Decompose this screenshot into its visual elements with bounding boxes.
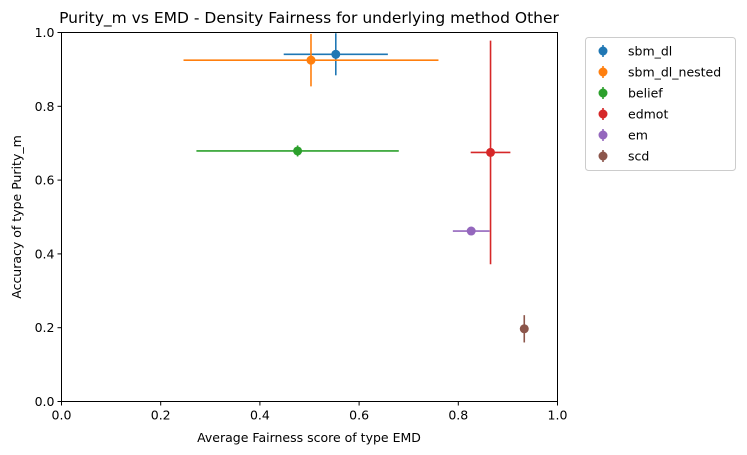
chart-title: Purity_m vs EMD - Density Fairness for u… — [59, 9, 559, 28]
legend-item-edmot: edmot — [598, 107, 668, 122]
series-sbm_dl_nested — [183, 33, 439, 87]
series-edmot — [470, 40, 511, 265]
y-axis: 0.0 0.2 0.4 0.6 0.8 1.0 — [35, 25, 62, 409]
legend-item-em: em — [598, 128, 648, 143]
legend-marker — [598, 88, 608, 98]
legend-label: belief — [628, 86, 663, 101]
legend-item-sbm_dl: sbm_dl — [598, 44, 672, 59]
x-tick-label: 0.4 — [250, 408, 270, 423]
legend-marker — [598, 130, 608, 140]
data-point — [306, 55, 316, 65]
x-tick-label: 1.0 — [548, 408, 568, 423]
legend-marker — [598, 46, 608, 56]
legend-item-sbm_dl_nested: sbm_dl_nested — [598, 65, 721, 80]
legend-item-scd: scd — [598, 149, 649, 164]
legend-label: scd — [628, 149, 649, 164]
x-tick-label: 0.0 — [52, 408, 72, 423]
data-point — [331, 49, 341, 59]
series-scd — [519, 315, 529, 343]
data-point — [293, 146, 303, 156]
legend-label: sbm_dl_nested — [628, 65, 721, 80]
legend-label: sbm_dl — [628, 44, 672, 59]
legend-label: edmot — [628, 107, 668, 122]
data-point — [519, 324, 529, 334]
legend-marker — [598, 67, 608, 77]
series-belief — [196, 145, 399, 157]
y-tick-label: 0.0 — [35, 394, 55, 409]
legend-frame — [585, 37, 736, 171]
plot-area — [183, 33, 529, 343]
x-tick-label: 0.8 — [448, 408, 468, 423]
legend-marker — [598, 109, 608, 119]
legend-label: em — [628, 128, 648, 143]
data-point — [466, 226, 476, 236]
x-axis-label: Average Fairness score of type EMD — [197, 430, 421, 445]
x-tick-label: 0.6 — [349, 408, 369, 423]
series-sbm_dl — [283, 33, 388, 76]
x-axis: 0.0 0.2 0.4 0.6 0.8 1.0 — [52, 401, 568, 423]
x-tick-label: 0.2 — [151, 408, 171, 423]
y-tick-label: 1.0 — [35, 25, 55, 40]
y-tick-label: 0.6 — [35, 173, 55, 188]
y-axis-label: Accuracy of type Purity_m — [9, 135, 24, 299]
legend-item-belief: belief — [598, 86, 663, 101]
axes-frame — [61, 32, 558, 402]
series-em — [452, 226, 490, 236]
y-tick-label: 0.8 — [35, 99, 55, 114]
y-tick-label: 0.4 — [35, 246, 55, 261]
y-tick-label: 0.2 — [35, 320, 55, 335]
legend-marker — [598, 151, 608, 161]
data-point — [486, 147, 496, 157]
